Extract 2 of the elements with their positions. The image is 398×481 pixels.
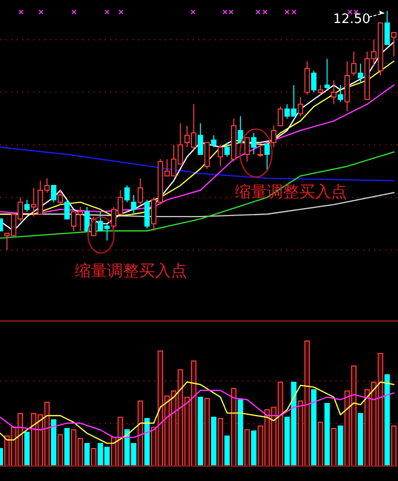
annotation: 12.50 (333, 12, 370, 27)
text: 缩量调整买入点 (75, 261, 187, 280)
